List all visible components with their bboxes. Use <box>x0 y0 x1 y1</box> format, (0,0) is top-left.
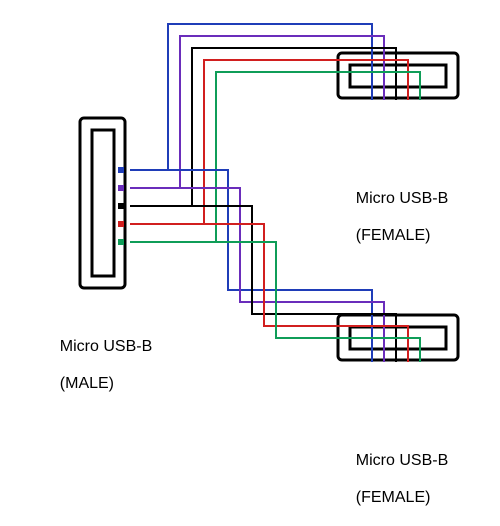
male-connector-inner <box>92 130 114 276</box>
male-pin-purple <box>118 185 124 191</box>
male-pin-black <box>118 203 124 209</box>
label-line2: (FEMALE) <box>356 489 431 506</box>
label-line1: Micro USB-B <box>356 452 448 469</box>
label-line1: Micro USB-B <box>356 190 448 207</box>
wire-top-blue <box>130 24 372 170</box>
male-connector-label: Micro USB-B (MALE) <box>42 320 152 412</box>
female-bottom-connector-label: Micro USB-B (FEMALE) <box>338 434 448 526</box>
label-line1: Micro USB-B <box>60 338 152 355</box>
male-pin-red <box>118 221 124 227</box>
female-top-connector-inner <box>350 65 446 87</box>
male-pin-green <box>118 239 124 245</box>
male-pin-blue <box>118 167 124 173</box>
label-line2: (MALE) <box>60 375 114 392</box>
female-top-connector-label: Micro USB-B (FEMALE) <box>338 172 448 264</box>
label-line2: (FEMALE) <box>356 227 431 244</box>
